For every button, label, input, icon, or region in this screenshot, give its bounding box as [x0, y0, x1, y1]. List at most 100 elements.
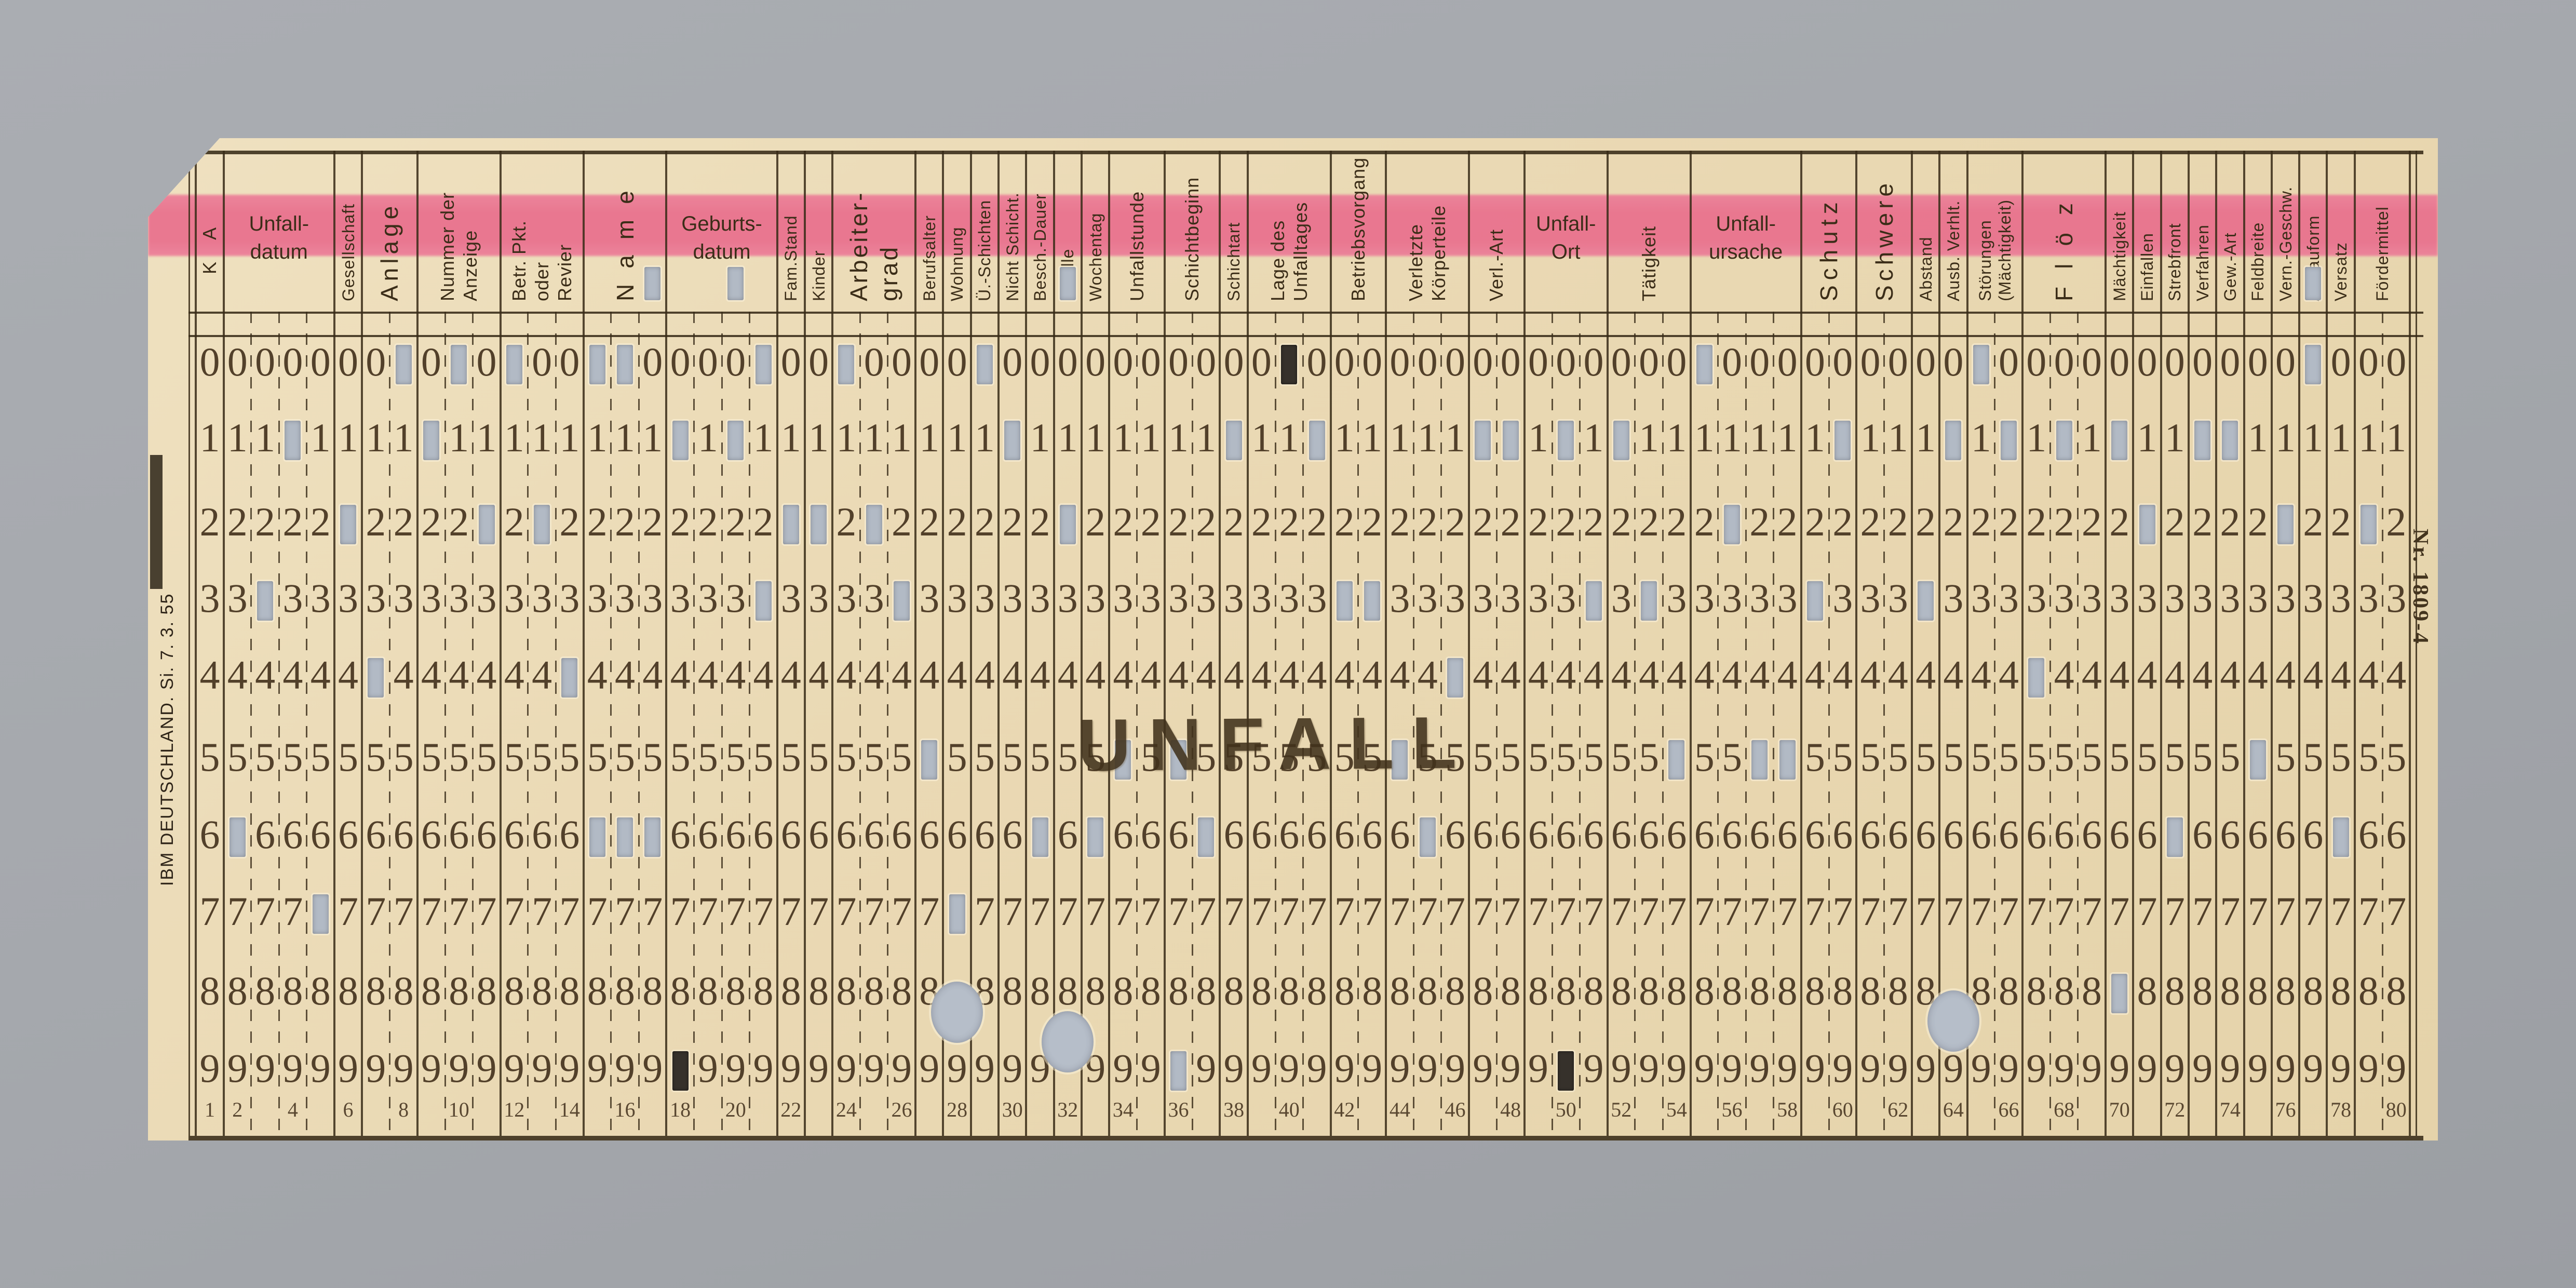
digit-cell: 3 — [1057, 575, 1078, 621]
column-divider — [1413, 312, 1415, 1136]
digit-cell: 3 — [1168, 575, 1189, 621]
digit-cell: 0 — [1390, 339, 1410, 384]
digit-cell: 4 — [1804, 652, 1825, 697]
digit-cell: 7 — [1749, 889, 1770, 934]
digit-cell: 8 — [1057, 968, 1078, 1013]
digit-cell: 7 — [2275, 889, 2296, 934]
digit-cell: 5 — [697, 734, 718, 780]
digit-cell: 6 — [2109, 812, 2130, 857]
digit-cell: 7 — [366, 889, 386, 934]
digit-cell: 6 — [255, 812, 276, 857]
digit-cell: 6 — [449, 812, 469, 857]
digit-cell: 2 — [2109, 499, 2130, 544]
column-divider — [1191, 312, 1193, 1136]
punch-hole — [727, 421, 744, 460]
digit-cell: 1 — [642, 415, 663, 460]
field-label-strebfront: Strebfront — [2165, 223, 2184, 301]
digit-cell: 0 — [282, 339, 303, 384]
digit-cell: 4 — [227, 652, 248, 697]
digit-cell: 8 — [1722, 968, 1742, 1013]
column-number: 6 — [343, 1098, 354, 1121]
digit-cell: 4 — [919, 652, 940, 697]
digit-cell: 5 — [2081, 734, 2102, 780]
digit-cell: 4 — [1971, 652, 1991, 697]
digit-cell: 3 — [947, 575, 967, 621]
digit-cell: 2 — [1473, 499, 1493, 544]
digit-cell: 2 — [2164, 499, 2185, 544]
digit-cell: 7 — [2330, 889, 2351, 934]
punch-hole — [506, 345, 522, 384]
digit-cell: 7 — [2303, 889, 2324, 934]
digit-cell: 4 — [615, 652, 635, 697]
digit-cell: 2 — [2081, 499, 2102, 544]
digit-cell: 6 — [1971, 812, 1991, 857]
digit-cell: 1 — [836, 415, 857, 460]
digit-cell: 7 — [1417, 889, 1438, 934]
column-divider — [638, 312, 640, 1136]
digit-cell: 4 — [1528, 652, 1548, 697]
digit-cell: 0 — [421, 339, 441, 384]
digit-cell: 0 — [1417, 339, 1438, 384]
digit-cell: 8 — [2164, 968, 2185, 1013]
edge-registration-bar — [150, 455, 163, 589]
digit-cell: 9 — [504, 1045, 524, 1091]
digit-cell: 3 — [421, 575, 441, 621]
digit-cell: 5 — [1887, 734, 1908, 780]
digit-cell: 7 — [1140, 889, 1161, 934]
digit-cell: 3 — [1390, 575, 1410, 621]
digit-cell: 0 — [1999, 339, 2019, 384]
column-number: 48 — [1500, 1098, 1521, 1121]
column-divider — [1717, 312, 1719, 1136]
digit-cell: 0 — [1666, 339, 1687, 384]
digit-cell: 0 — [1251, 339, 1272, 384]
digit-cell: 5 — [1694, 734, 1715, 780]
digit-cell: 3 — [393, 575, 414, 621]
digit-cell: 7 — [255, 889, 276, 934]
punch-hole — [312, 894, 329, 934]
field-label-beschdauer: Besch.-Dauer — [1031, 193, 1049, 301]
digit-cell: 5 — [892, 734, 912, 780]
field-label-verletztekörperteile: Verletzte Körperteile — [1405, 205, 1450, 301]
column-number: 38 — [1223, 1098, 1245, 1121]
digit-cell: 3 — [1694, 575, 1715, 621]
digit-cell: 2 — [1279, 499, 1300, 544]
digit-cell: 5 — [615, 734, 635, 780]
digit-cell: 1 — [2247, 415, 2268, 460]
digit-cell: 4 — [642, 652, 663, 697]
field-divider — [1219, 151, 1221, 1136]
digit-cell: 8 — [1279, 968, 1300, 1013]
digit-cell: 7 — [780, 889, 801, 934]
punch-hole — [866, 505, 882, 544]
digit-cell: 4 — [836, 652, 857, 697]
punch-hole — [1115, 740, 1131, 780]
digit-cell: 0 — [697, 339, 718, 384]
column-divider — [306, 312, 308, 1136]
digit-cell: 7 — [1113, 889, 1134, 934]
zone-punch-hole — [727, 267, 744, 300]
column-number: 34 — [1112, 1098, 1134, 1121]
digit-cell: 9 — [338, 1045, 358, 1091]
digit-cell: 7 — [919, 889, 940, 934]
digit-cell: 7 — [1971, 889, 1991, 934]
digit-cell: 5 — [1334, 734, 1355, 780]
digit-cell: 3 — [199, 575, 220, 621]
field-label-verfahren: Verfahren — [2193, 224, 2212, 301]
digit-cell: 1 — [615, 415, 635, 460]
punch-hole — [672, 1051, 689, 1091]
digit-cell: 5 — [1916, 734, 1936, 780]
digit-cell: 3 — [1002, 575, 1023, 621]
digit-cell: 6 — [892, 812, 912, 857]
digit-cell: 0 — [2247, 339, 2268, 384]
punch-hole — [1585, 581, 1602, 621]
digit-cell: 4 — [2275, 652, 2296, 697]
punch-hole — [589, 817, 605, 857]
field-label-schichtbeginn: Schichtbeginn — [1181, 177, 1203, 301]
digit-cell: 5 — [532, 734, 552, 780]
punch-hole — [534, 505, 550, 544]
digit-cell: 7 — [1362, 889, 1383, 934]
digit-cell: 7 — [2164, 889, 2185, 934]
digit-cell: 7 — [1334, 889, 1355, 934]
punch-hole — [1364, 581, 1381, 621]
digit-cell: 1 — [919, 415, 940, 460]
digit-cell: 7 — [1002, 889, 1023, 934]
